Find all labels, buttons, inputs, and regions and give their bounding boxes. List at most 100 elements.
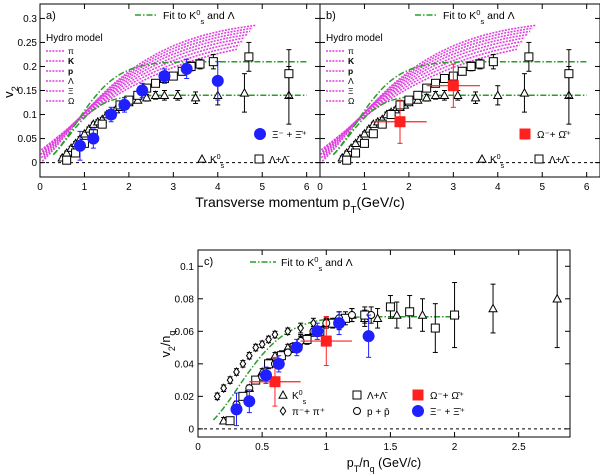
data-point (87, 132, 100, 145)
fit-legend: Fit to K0s and Λ (415, 8, 515, 26)
hydro-curve (40, 30, 251, 159)
data-point (391, 310, 402, 319)
data-point (342, 155, 352, 165)
x-tick-label: 1 (362, 182, 368, 193)
hydro-curve (319, 37, 526, 156)
data-point (233, 367, 240, 377)
y-tick-label: 0.15 (18, 86, 38, 97)
data-point (244, 52, 254, 62)
legend-marker-k0 (197, 153, 207, 163)
x-tick-label: 3 (171, 182, 177, 193)
data-point (230, 403, 243, 416)
data-point (564, 69, 574, 79)
hydro-legend-item: K (348, 56, 355, 66)
panel-label: b) (326, 10, 336, 22)
data-point (297, 323, 305, 333)
series-legend: Ξ⁻ + Ξ̄⁺ K0s Λ+Λ̄ (197, 128, 307, 170)
x-tick-label: 5 (539, 182, 545, 193)
y-axis-title: v2/nq (159, 331, 177, 358)
data-point (284, 326, 292, 337)
data-point (226, 375, 234, 385)
data-point (405, 307, 415, 317)
y-axis-title-top: v2 (1, 86, 20, 98)
x-axis-title: pT/nq (GeV/c) (347, 456, 421, 474)
panel-label: c) (204, 256, 213, 268)
hydro-curve (40, 48, 238, 151)
data-point (524, 52, 534, 62)
legend-label-p: p + p̄ (367, 407, 390, 418)
data-point (430, 323, 440, 333)
data-point (488, 57, 498, 67)
legend-label-pi: π⁻+ π⁺ (292, 407, 325, 418)
data-point (290, 341, 303, 354)
legend-marker-omega (412, 389, 424, 401)
legend-label-omega: Ω⁻+ Ω̄⁺ (430, 391, 464, 402)
hydro-curve (320, 48, 518, 151)
data-point (243, 395, 256, 408)
y-tick-label: 0.04 (175, 359, 195, 370)
legend-label-xi: Ξ⁻ + Ξ̄⁺ (272, 130, 307, 141)
x-tick-label: 2 (126, 182, 132, 193)
legend-label-omega: Ω⁻+ Ω̄⁺ (537, 130, 571, 141)
y-axis-title: v2 (1, 86, 20, 98)
data-point (172, 90, 183, 100)
data-point (239, 358, 247, 369)
hydro-curve (41, 24, 256, 162)
hydro-legend-item: Λ (68, 76, 74, 86)
fit-curve (52, 60, 307, 156)
hydro-legend-title: Hydro model (46, 33, 103, 44)
data-point (136, 84, 149, 97)
x-tick-label: 1 (82, 182, 88, 193)
data-point (213, 391, 221, 402)
data-point (151, 78, 161, 88)
data-point (394, 116, 406, 128)
data-point (439, 73, 449, 83)
hydro-curve (41, 40, 243, 153)
y-tick-label: 0.1 (23, 110, 37, 121)
data-point (180, 62, 193, 75)
x-axis-title-top: Transverse momentum pT(GeV/c) (195, 194, 404, 216)
legend-marker-xi (254, 128, 266, 140)
series-triangle (218, 249, 563, 425)
y-tick-label: 0.05 (18, 134, 38, 145)
data-point (492, 90, 503, 100)
series-circle (230, 311, 375, 427)
data-point (359, 138, 369, 148)
x-tick-label: 0 (37, 182, 43, 193)
data-point (457, 66, 467, 76)
y-tick-label: 0.06 (175, 327, 195, 338)
data-point (519, 87, 530, 97)
series-square-filled (373, 63, 480, 144)
data-point (552, 293, 563, 303)
fit-legend-label: Fit to K0s and Λ (163, 8, 235, 26)
fit-legend-label: Fit to K0s and Λ (443, 8, 515, 26)
hydro-curve (39, 37, 246, 156)
series-square (62, 41, 294, 165)
x-tick-label: 2.5 (512, 442, 526, 453)
series-legend: K0s Λ+Λ̄ Ω⁻+ Ω̄⁺ π⁻+ π⁺ p + p̄ Ξ⁻ + Ξ̄⁺ (278, 388, 465, 418)
data-point (347, 311, 356, 320)
data-point (190, 92, 201, 102)
data-point (311, 325, 324, 338)
fit-curve (332, 60, 587, 156)
data-point (74, 139, 86, 152)
y-tick-label: 0 (31, 158, 37, 169)
hydro-curve (321, 40, 523, 153)
legend-label-lambda: Λ+Λ̄ (367, 391, 388, 402)
hydro-curve (43, 27, 254, 158)
x-tick-label: 4 (215, 182, 221, 193)
data-point (475, 59, 485, 69)
series-square (342, 41, 574, 165)
hydro-legend-item: Ω (348, 96, 354, 106)
x-tick-label: 0.5 (255, 442, 269, 453)
y-tick-label: 0.1 (180, 262, 194, 273)
series-square (225, 282, 460, 426)
hydro-legend-item: Ξ (68, 86, 74, 96)
series-square-filled (249, 316, 352, 407)
data-point (377, 119, 387, 129)
hydro-curve (42, 33, 248, 155)
legend-marker-lambda (352, 390, 362, 400)
